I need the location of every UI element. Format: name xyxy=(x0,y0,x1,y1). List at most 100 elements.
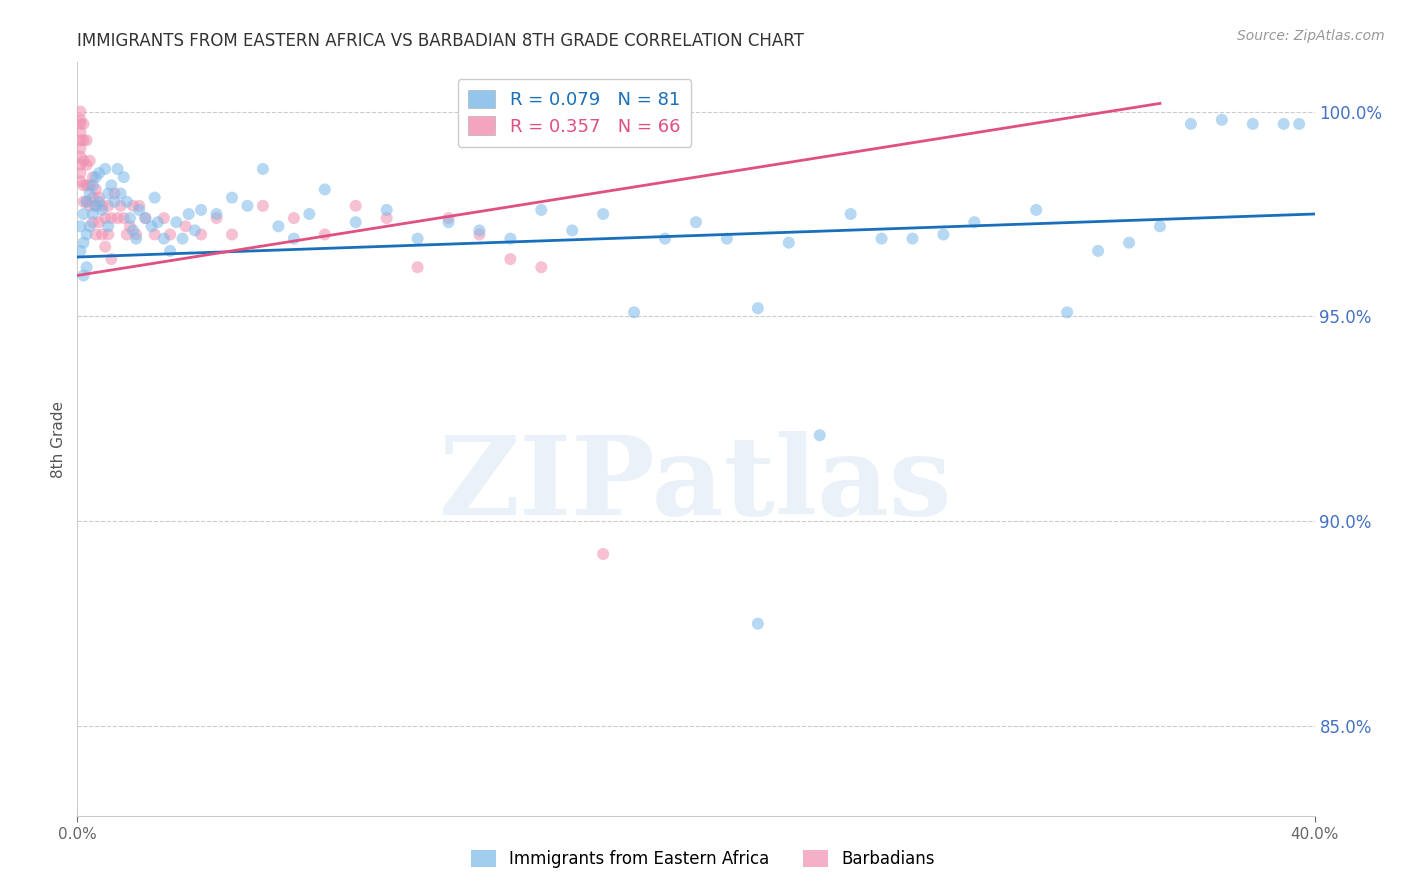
Point xyxy=(84,227,107,242)
Point xyxy=(654,231,676,245)
Point xyxy=(1180,117,1202,131)
Point xyxy=(344,215,367,229)
Point xyxy=(76,178,98,193)
Point xyxy=(1087,244,1109,258)
Point xyxy=(94,161,117,176)
Point xyxy=(406,231,429,245)
Point xyxy=(298,207,321,221)
Point xyxy=(221,227,243,242)
Point xyxy=(1056,305,1078,319)
Point xyxy=(94,211,117,226)
Point xyxy=(184,223,207,237)
Point xyxy=(839,207,862,221)
Point xyxy=(87,166,110,180)
Point xyxy=(107,211,129,226)
Point xyxy=(91,202,114,217)
Point xyxy=(344,199,367,213)
Point xyxy=(84,199,107,213)
Text: ZIPatlas: ZIPatlas xyxy=(439,431,953,538)
Point xyxy=(153,211,176,226)
Legend: Immigrants from Eastern Africa, Barbadians: Immigrants from Eastern Africa, Barbadia… xyxy=(464,843,942,875)
Point xyxy=(72,178,94,193)
Point xyxy=(69,141,91,155)
Point xyxy=(94,240,117,254)
Point xyxy=(69,125,91,139)
Point xyxy=(69,158,91,172)
Point xyxy=(69,117,91,131)
Point xyxy=(190,227,212,242)
Point xyxy=(1241,117,1264,131)
Point xyxy=(468,227,491,242)
Point xyxy=(103,194,125,209)
Point xyxy=(91,227,114,242)
Point xyxy=(79,186,101,201)
Point xyxy=(236,199,259,213)
Point xyxy=(1272,117,1295,131)
Point xyxy=(283,231,305,245)
Point xyxy=(72,268,94,283)
Point xyxy=(134,211,156,226)
Point xyxy=(125,231,148,245)
Point xyxy=(716,231,738,245)
Point xyxy=(97,219,120,234)
Point xyxy=(79,178,101,193)
Point xyxy=(252,199,274,213)
Point xyxy=(437,211,460,226)
Point xyxy=(146,215,169,229)
Point xyxy=(76,133,98,147)
Point xyxy=(79,219,101,234)
Point xyxy=(112,211,135,226)
Point xyxy=(375,202,398,217)
Point xyxy=(685,215,707,229)
Point xyxy=(870,231,893,245)
Point xyxy=(69,112,91,127)
Point xyxy=(100,252,122,266)
Point xyxy=(592,547,614,561)
Text: Source: ZipAtlas.com: Source: ZipAtlas.com xyxy=(1237,29,1385,43)
Point xyxy=(69,133,91,147)
Point xyxy=(115,227,138,242)
Point xyxy=(808,428,831,442)
Point xyxy=(69,150,91,164)
Point xyxy=(72,194,94,209)
Point xyxy=(110,199,132,213)
Point xyxy=(76,194,98,209)
Point xyxy=(72,117,94,131)
Point xyxy=(84,199,107,213)
Point xyxy=(87,215,110,229)
Point xyxy=(172,231,194,245)
Point xyxy=(468,223,491,237)
Point xyxy=(79,153,101,168)
Point xyxy=(221,191,243,205)
Point xyxy=(100,211,122,226)
Point xyxy=(100,178,122,193)
Point xyxy=(69,166,91,180)
Point xyxy=(499,252,522,266)
Point xyxy=(107,161,129,176)
Point xyxy=(128,199,150,213)
Point xyxy=(72,153,94,168)
Point xyxy=(205,207,228,221)
Point xyxy=(314,227,336,242)
Point xyxy=(1025,202,1047,217)
Point xyxy=(252,161,274,176)
Point xyxy=(87,194,110,209)
Point xyxy=(901,231,924,245)
Point xyxy=(1288,117,1310,131)
Point xyxy=(174,219,197,234)
Point xyxy=(1211,112,1233,127)
Point xyxy=(79,199,101,213)
Point xyxy=(205,211,228,226)
Point xyxy=(69,174,91,188)
Point xyxy=(592,207,614,221)
Point xyxy=(499,231,522,245)
Point xyxy=(91,199,114,213)
Point xyxy=(141,219,163,234)
Point xyxy=(1118,235,1140,250)
Legend: R = 0.079   N = 81, R = 0.357   N = 66: R = 0.079 N = 81, R = 0.357 N = 66 xyxy=(457,79,692,146)
Point xyxy=(82,207,104,221)
Point xyxy=(747,301,769,316)
Point xyxy=(118,219,141,234)
Point xyxy=(143,227,166,242)
Point xyxy=(118,211,141,226)
